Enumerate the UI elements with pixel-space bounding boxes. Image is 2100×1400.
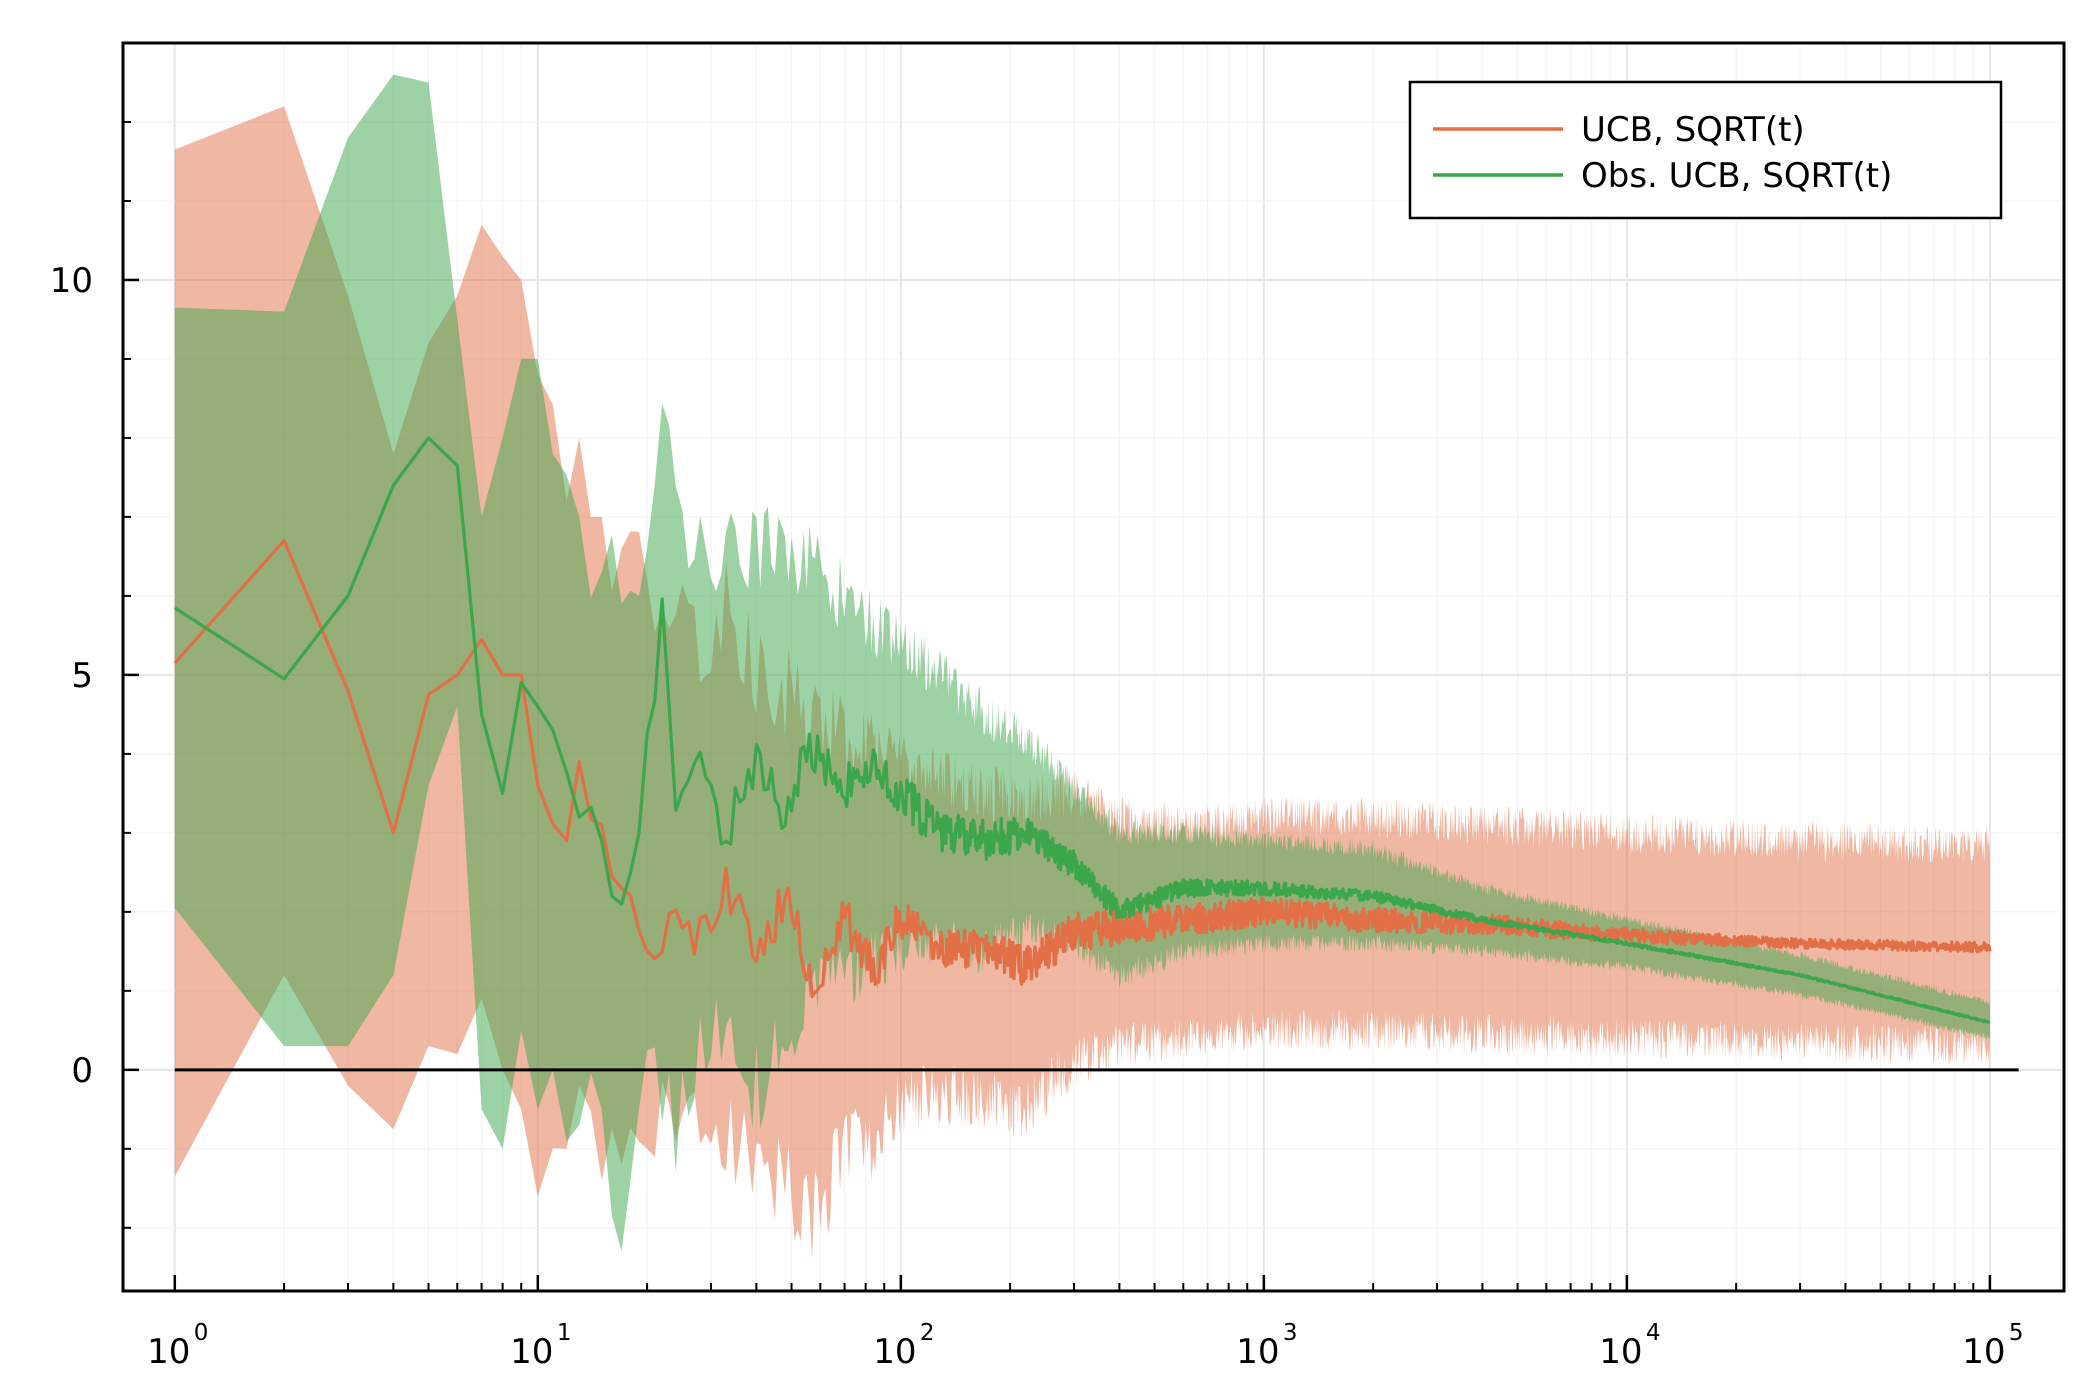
x-tick-label-base: 10 bbox=[510, 1332, 553, 1372]
x-axis-tick-labels: 10 0 10 1 10 2 10 3 10 4 10 5 bbox=[147, 1320, 2023, 1372]
legend-label: Obs. UCB, SQRT(t) bbox=[1581, 156, 1892, 196]
x-tick-label-exponent: 2 bbox=[920, 1320, 935, 1346]
legend-label: UCB, SQRT(t) bbox=[1581, 110, 1805, 150]
x-tick-label-base: 10 bbox=[873, 1332, 916, 1372]
series-lines bbox=[173, 436, 1992, 1024]
axes bbox=[121, 41, 2066, 1293]
series-line bbox=[173, 539, 1992, 999]
y-tick-label: 10 bbox=[50, 261, 93, 301]
x-tick-label-exponent: 4 bbox=[1646, 1320, 1661, 1346]
x-tick-label-exponent: 1 bbox=[557, 1320, 572, 1346]
series-line bbox=[173, 436, 1991, 1024]
confidence-bands bbox=[174, 74, 1990, 1261]
legend-box bbox=[1408, 80, 2003, 220]
x-tick-label-exponent: 3 bbox=[1283, 1320, 1298, 1346]
legend: UCB, SQRT(t) Obs. UCB, SQRT(t) bbox=[1408, 80, 2003, 220]
x-tick-label-exponent: 5 bbox=[2009, 1320, 2024, 1346]
y-tick-label: 5 bbox=[71, 656, 93, 696]
x-tick-label-exponent: 0 bbox=[194, 1320, 209, 1346]
x-tick-label-base: 10 bbox=[1599, 1332, 1642, 1372]
x-tick-label-base: 10 bbox=[1962, 1332, 2005, 1372]
x-tick-label-base: 10 bbox=[1236, 1332, 1279, 1372]
plot-frame bbox=[121, 41, 2066, 1293]
y-axis-tick-labels: 0 5 10 bbox=[50, 261, 93, 1091]
y-tick-label: 0 bbox=[71, 1051, 93, 1091]
confidence-band bbox=[174, 74, 1990, 1252]
x-tick-label-base: 10 bbox=[147, 1332, 190, 1372]
